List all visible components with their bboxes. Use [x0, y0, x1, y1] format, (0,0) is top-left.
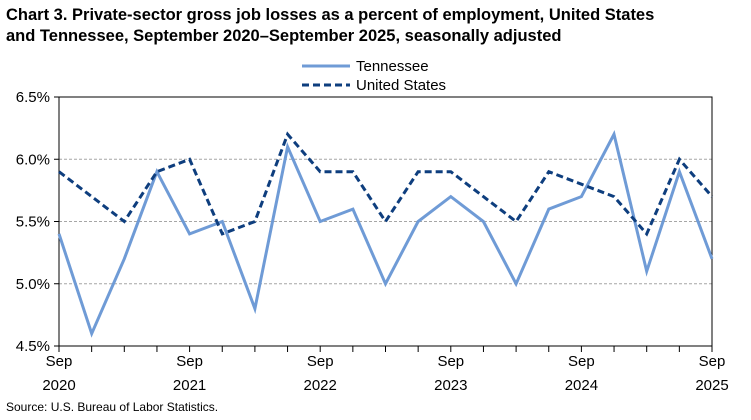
x-tick-label-month: Sep: [307, 353, 334, 370]
x-tick-label-year: 2022: [304, 377, 337, 394]
axes: [54, 96, 713, 352]
legend: Tennessee United States: [302, 58, 446, 94]
y-tick-label: 5.0%: [16, 276, 50, 293]
x-tick-label-year: 2020: [42, 377, 75, 394]
legend-label-tennessee: Tennessee: [356, 58, 429, 75]
series-lines: [57, 130, 714, 338]
x-tick-label-month: Sep: [437, 353, 464, 370]
chart-title-line-1: Chart 3. Private-sector gross job losses…: [6, 6, 655, 24]
chart-title: Chart 3. Private-sector gross job losses…: [6, 5, 741, 47]
legend-label-united-states: United States: [356, 77, 446, 94]
y-tick-label: 6.5%: [16, 89, 50, 106]
y-tick-label: 5.5%: [16, 214, 50, 231]
x-tick-label-month: Sep: [568, 353, 595, 370]
y-tick-label: 6.0%: [16, 151, 50, 168]
x-tick-label-month: Sep: [176, 353, 203, 370]
source-note: Source: U.S. Bureau of Labor Statistics.: [6, 400, 219, 414]
y-axis-tick-labels: 4.5% 5.0% 5.5% 6.0% 6.5%: [16, 89, 50, 355]
x-axis-tick-labels: Sep 2020 Sep 2021 Sep 2022 Sep 2023 Sep 2024 Sep 20…: [42, 353, 728, 394]
x-tick-label-year: 2023: [434, 377, 467, 394]
series-line-united-states: [58, 131, 714, 237]
x-tick-label-month: Sep: [699, 353, 726, 370]
x-tick-label-year: 2021: [173, 377, 206, 394]
y-tick-label: 4.5%: [16, 338, 50, 355]
x-tick-label-year: 2025: [695, 377, 728, 394]
chart-title-line-2: and Tennessee, September 2020–September …: [6, 27, 562, 45]
x-tick-label-year: 2024: [565, 377, 598, 394]
x-tick-label-month: Sep: [46, 353, 73, 370]
series-line-tennessee: [57, 130, 714, 338]
